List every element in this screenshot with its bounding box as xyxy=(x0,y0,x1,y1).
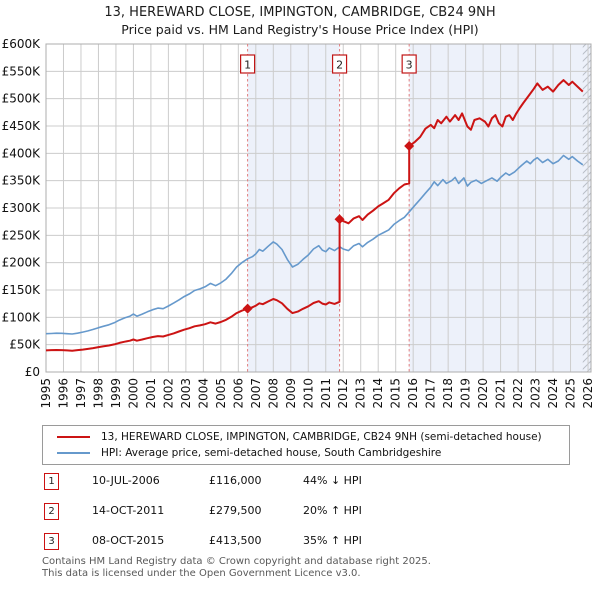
y-axis-tick-label: £50K xyxy=(9,338,41,352)
x-axis-tick-label: 2011 xyxy=(319,378,333,409)
property-price-line xyxy=(45,79,584,352)
x-axis-tick-label: 2013 xyxy=(354,378,368,409)
property-line-swatch xyxy=(57,436,90,438)
y-axis-tick-label: £200K xyxy=(2,256,42,270)
sale-marker-label: 1 xyxy=(244,59,251,72)
x-axis-tick-label: 2021 xyxy=(494,378,508,409)
transaction-hpi-delta: 35% ↑ HPI xyxy=(303,534,362,547)
legend-entry-hpi: HPI: Average price, semi-detached house,… xyxy=(57,447,569,459)
transaction-row-3: 3 08-OCT-2015 £413,500 35% ↑ HPI xyxy=(0,533,600,551)
legend-property-label: 13, HEREWARD CLOSE, IMPINGTON, CAMBRIDGE… xyxy=(101,431,542,443)
y-axis-tick-label: £550K xyxy=(2,64,42,78)
x-axis-tick-label: 2015 xyxy=(389,378,403,409)
x-axis-tick-label: 2009 xyxy=(284,378,298,409)
x-axis-tick-label: 2002 xyxy=(161,378,175,409)
x-axis-tick-label: 2007 xyxy=(249,378,263,409)
y-axis-tick-label: £100K xyxy=(2,310,42,324)
transaction-hpi-delta: 44% ↓ HPI xyxy=(303,474,362,487)
x-axis-tick-label: 2020 xyxy=(476,378,490,409)
chart-legend: 13, HEREWARD CLOSE, IMPINGTON, CAMBRIDGE… xyxy=(42,425,570,465)
x-axis-tick-label: 2004 xyxy=(196,378,210,409)
x-axis-tick-label: 1997 xyxy=(74,378,88,409)
transaction-number-badge: 1 xyxy=(44,473,59,490)
x-axis-tick-label: 2018 xyxy=(441,378,455,409)
x-axis-tick-label: 2008 xyxy=(266,378,280,409)
x-axis-tick-label: 1996 xyxy=(56,378,70,409)
x-axis-tick-label: 2017 xyxy=(424,378,438,409)
sale-marker-diamond xyxy=(404,140,415,151)
sale-marker-label-box xyxy=(331,54,348,74)
y-axis-tick-label: £350K xyxy=(2,174,42,188)
x-axis-tick-label: 1999 xyxy=(109,378,123,409)
transaction-number-badge: 3 xyxy=(44,533,59,550)
transaction-hpi-delta: 20% ↑ HPI xyxy=(303,504,362,517)
x-axis-tick-label: 2024 xyxy=(546,378,560,409)
chart-subtitle: Price paid vs. HM Land Registry's House … xyxy=(121,22,479,37)
transaction-date: 10-JUL-2006 xyxy=(92,474,160,487)
legend-entry-property: 13, HEREWARD CLOSE, IMPINGTON, CAMBRIDGE… xyxy=(57,431,569,443)
transaction-number-badge: 2 xyxy=(44,503,59,520)
sale-marker-label-box xyxy=(239,54,256,74)
x-axis-tick-label: 2026 xyxy=(581,378,595,409)
plot-border xyxy=(45,43,592,373)
attribution-footer: Contains HM Land Registry data © Crown c… xyxy=(42,556,431,580)
sale-marker-diamond xyxy=(334,214,345,225)
transaction-price: £413,500 xyxy=(209,534,262,547)
y-axis-tick-label: £450K xyxy=(2,119,42,133)
price-chart-plot: £0 £50K £100K £150K £200K £250K £300K £350K £400… xyxy=(2,37,595,409)
footer-line-2: This data is licensed under the Open Gov… xyxy=(42,568,361,579)
y-axis-tick-label: £0 xyxy=(25,365,40,379)
x-axis-tick-label: 2025 xyxy=(564,378,578,409)
chart-title: 13, HEREWARD CLOSE, IMPINGTON, CAMBRIDGE… xyxy=(104,5,496,20)
transaction-date: 08-OCT-2015 xyxy=(92,534,165,547)
x-axis-tick-label: 2023 xyxy=(529,378,543,409)
x-axis-tick-label: 2019 xyxy=(459,378,473,409)
y-axis-tick-label: £600K xyxy=(2,37,42,51)
transaction-row-2: 2 14-OCT-2011 £279,500 20% ↑ HPI xyxy=(0,503,600,521)
x-axis-tick-label: 1995 xyxy=(39,378,53,409)
sale-marker-diamond xyxy=(242,303,253,314)
x-axis-tick-label: 2000 xyxy=(126,378,140,409)
sale-marker-label: 2 xyxy=(336,59,343,72)
transaction-row-1: 1 10-JUL-2006 £116,000 44% ↓ HPI xyxy=(0,473,600,491)
y-axis-tick-label: £150K xyxy=(2,283,42,297)
x-axis-tick-label: 2003 xyxy=(179,378,193,409)
sale-marker-label-box xyxy=(401,54,417,74)
y-axis-tick-label: £400K xyxy=(2,146,42,160)
transaction-date: 14-OCT-2011 xyxy=(92,504,165,517)
transaction-price: £116,000 xyxy=(209,474,262,487)
transaction-price: £279,500 xyxy=(209,504,262,517)
footer-line-1: Contains HM Land Registry data © Crown c… xyxy=(42,556,431,567)
x-axis-tick-label: 1998 xyxy=(91,378,105,409)
y-axis-tick-label: £250K xyxy=(2,228,42,242)
x-axis-tick-label: 2014 xyxy=(371,378,385,409)
y-axis-tick-label: £500K xyxy=(2,92,42,106)
y-axis-tick-label: £300K xyxy=(2,201,42,215)
hpi-line-swatch xyxy=(57,452,90,454)
x-axis-tick-label: 2001 xyxy=(144,378,158,409)
sale-marker-label: 3 xyxy=(406,59,413,72)
legend-hpi-label: HPI: Average price, semi-detached house,… xyxy=(101,447,442,459)
x-axis-tick-label: 2005 xyxy=(214,378,228,409)
x-axis-tick-label: 2012 xyxy=(336,378,350,409)
x-axis-tick-label: 2010 xyxy=(301,378,315,409)
x-axis-tick-label: 2016 xyxy=(406,378,420,409)
x-axis-tick-label: 2022 xyxy=(511,378,525,409)
hpi-line xyxy=(45,154,584,335)
x-axis-tick-label: 2006 xyxy=(231,378,245,409)
